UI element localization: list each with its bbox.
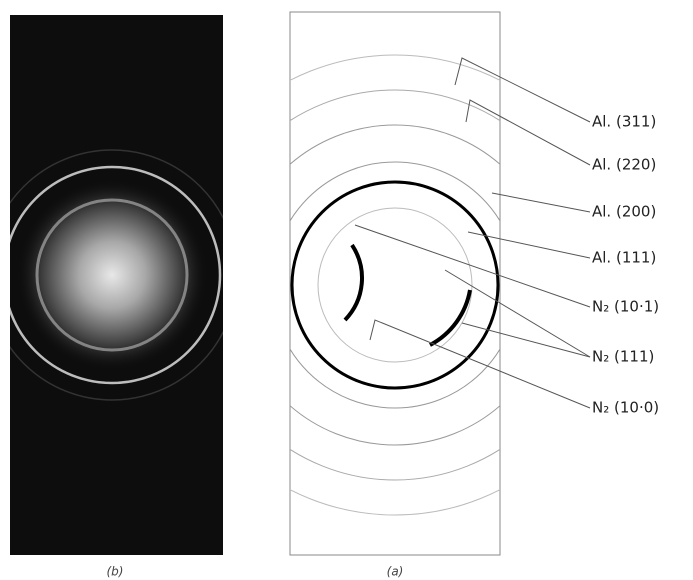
labels: Al. (311) Al. (220) Al. (200) Al. (111) N₂ (… — [592, 113, 659, 417]
ring-label: Al. (220) — [592, 156, 656, 174]
ring-label: Al. (111) — [592, 249, 656, 267]
figure: Al. (311) Al. (220) Al. (200) Al. (111) N₂ (… — [0, 0, 693, 580]
diffraction-photo — [0, 15, 237, 555]
ring-label: N₂ (10·0) — [592, 399, 659, 417]
ring-label: N₂ (10·1) — [592, 298, 659, 316]
caption: (b) — [107, 565, 124, 579]
schematic — [165, 12, 625, 555]
caption: (a) — [387, 565, 404, 579]
ring-label: N₂ (111) — [592, 348, 654, 366]
ring-label: Al. (311) — [592, 113, 656, 131]
ring-label: Al. (200) — [592, 203, 656, 221]
